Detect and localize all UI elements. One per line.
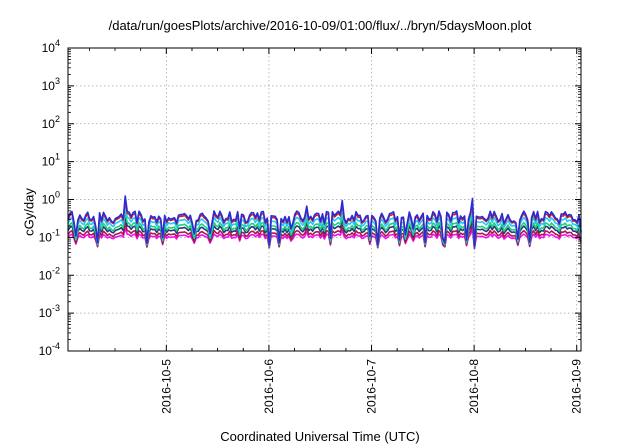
chart-title: /data/run/goesPlots/archive/2016-10-09/0… (108, 18, 532, 33)
series-line (67, 216, 582, 249)
y-tick-label: 103 (42, 76, 60, 93)
y-tick-label: 101 (42, 152, 60, 169)
series-line (67, 204, 582, 247)
y-tick-label: 102 (42, 114, 60, 131)
y-tick-label: 104 (42, 38, 60, 55)
x-tick-label: 2016-10-8 (467, 359, 481, 414)
grid-layer (68, 48, 581, 351)
series-layer (67, 195, 582, 250)
y-tick-label: 10-4 (39, 341, 60, 358)
series-line (67, 211, 582, 249)
series-line (67, 195, 582, 248)
y-tick-label: 10-3 (39, 303, 60, 320)
y-tick-label: 100 (42, 190, 60, 207)
series-line (67, 227, 582, 250)
tick-layer: 10-4 10-3 10-2 10-1 100 101 102 103 104 2016-10-5… (39, 38, 584, 414)
x-axis-label: Coordinated Universal Time (UTC) (220, 429, 420, 444)
y-tick-label: 10-2 (39, 265, 60, 282)
y-tick-label: 10-1 (39, 227, 60, 244)
x-tick-label: 2016-10-6 (262, 359, 276, 414)
x-tick-label: 2016-10-7 (365, 359, 379, 414)
series-line (67, 222, 582, 250)
x-tick-label: 2016-10-5 (159, 359, 173, 414)
x-tick-label: 2016-10-9 (570, 359, 584, 414)
